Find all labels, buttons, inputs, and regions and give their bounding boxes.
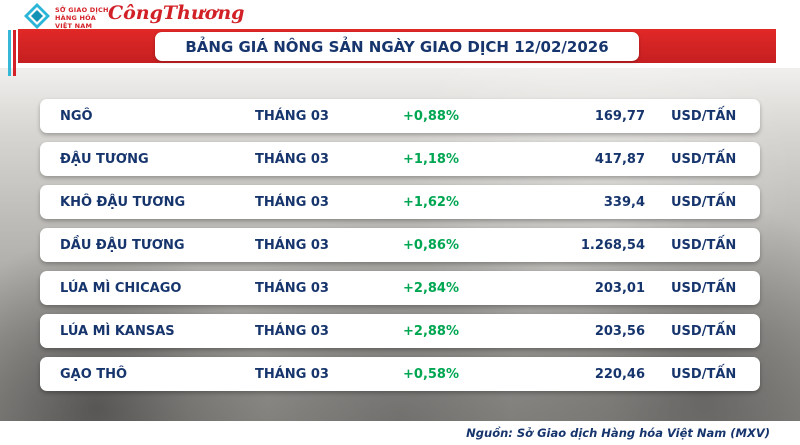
decor-stripe-red [13, 30, 16, 76]
contract-month: THÁNG 03 [255, 108, 329, 124]
congthuong-logo: CôngThương [108, 2, 245, 24]
mxv-logo-line1: SỞ GIAO DỊCH [55, 5, 109, 14]
price-value: 417,87 [594, 151, 645, 167]
price-unit: USD/TẤN [671, 237, 737, 253]
table-row: NGÔ THÁNG 03 +0,88% 169,77 USD/TẤN [40, 99, 760, 133]
mxv-logo: SỞ GIAO DỊCH HÀNG HÓA VIỆT NAM [24, 3, 109, 33]
contract-month: THÁNG 03 [255, 194, 329, 210]
price-unit: USD/TẤN [671, 194, 737, 210]
contract-month: THÁNG 03 [255, 237, 329, 253]
commodity-name: NGÔ [60, 108, 93, 124]
table-row: DẦU ĐẬU TƯƠNG THÁNG 03 +0,86% 1.268,54 U… [40, 228, 760, 262]
table-row: LÚA MÌ KANSAS THÁNG 03 +2,88% 203,56 USD… [40, 314, 760, 348]
commodity-name: KHÔ ĐẬU TƯƠNG [60, 194, 186, 210]
price-value: 1.268,54 [580, 237, 645, 253]
price-value: 220,46 [594, 366, 645, 382]
table-row: ĐẬU TƯƠNG THÁNG 03 +1,18% 417,87 USD/TẤN [40, 142, 760, 176]
mxv-logo-line2: HÀNG HÓA [55, 13, 96, 22]
percent-change: +2,84% [403, 280, 459, 296]
commodity-name: ĐẬU TƯƠNG [60, 151, 149, 167]
page-title: BẢNG GIÁ NÔNG SẢN NGÀY GIAO DỊCH 12/02/2… [185, 37, 609, 56]
table-row: LÚA MÌ CHICAGO THÁNG 03 +2,84% 203,01 US… [40, 271, 760, 305]
mxv-diamond-icon [24, 3, 50, 33]
price-unit: USD/TẤN [671, 366, 737, 382]
title-box: BẢNG GIÁ NÔNG SẢN NGÀY GIAO DỊCH 12/02/2… [155, 31, 639, 61]
title-banner: BẢNG GIÁ NÔNG SẢN NGÀY GIAO DỊCH 12/02/2… [18, 29, 776, 63]
percent-change: +2,88% [403, 323, 459, 339]
percent-change: +0,86% [403, 237, 459, 253]
price-unit: USD/TẤN [671, 280, 737, 296]
percent-change: +1,18% [403, 151, 459, 167]
price-unit: USD/TẤN [671, 108, 737, 124]
commodity-name: GẠO THÔ [60, 366, 128, 382]
price-value: 339,4 [603, 194, 645, 210]
commodity-name: LÚA MÌ CHICAGO [60, 280, 182, 296]
percent-change: +0,58% [403, 366, 459, 382]
contract-month: THÁNG 03 [255, 151, 329, 167]
commodity-name: DẦU ĐẬU TƯƠNG [60, 237, 185, 253]
mxv-logo-text: SỞ GIAO DỊCH HÀNG HÓA VIỆT NAM [55, 6, 109, 30]
percent-change: +0,88% [403, 108, 459, 124]
decor-stripe-cyan [8, 30, 11, 76]
footer-band: Nguồn: Sở Giao dịch Hàng hóa Việt Nam (M… [0, 421, 800, 445]
price-table: NGÔ THÁNG 03 +0,88% 169,77 USD/TẤN ĐẬU T… [40, 99, 760, 391]
price-value: 203,56 [594, 323, 645, 339]
contract-month: THÁNG 03 [255, 323, 329, 339]
source-credit: Nguồn: Sở Giao dịch Hàng hóa Việt Nam (M… [466, 426, 770, 440]
mxv-logo-line3: VIỆT NAM [55, 22, 93, 31]
table-row: GẠO THÔ THÁNG 03 +0,58% 220,46 USD/TẤN [40, 357, 760, 391]
contract-month: THÁNG 03 [255, 366, 329, 382]
commodity-name: LÚA MÌ KANSAS [60, 323, 175, 339]
contract-month: THÁNG 03 [255, 280, 329, 296]
table-row: KHÔ ĐẬU TƯƠNG THÁNG 03 +1,62% 339,4 USD/… [40, 185, 760, 219]
price-unit: USD/TẤN [671, 323, 737, 339]
percent-change: +1,62% [403, 194, 459, 210]
price-value: 169,77 [594, 108, 645, 124]
price-value: 203,01 [594, 280, 645, 296]
price-unit: USD/TẤN [671, 151, 737, 167]
